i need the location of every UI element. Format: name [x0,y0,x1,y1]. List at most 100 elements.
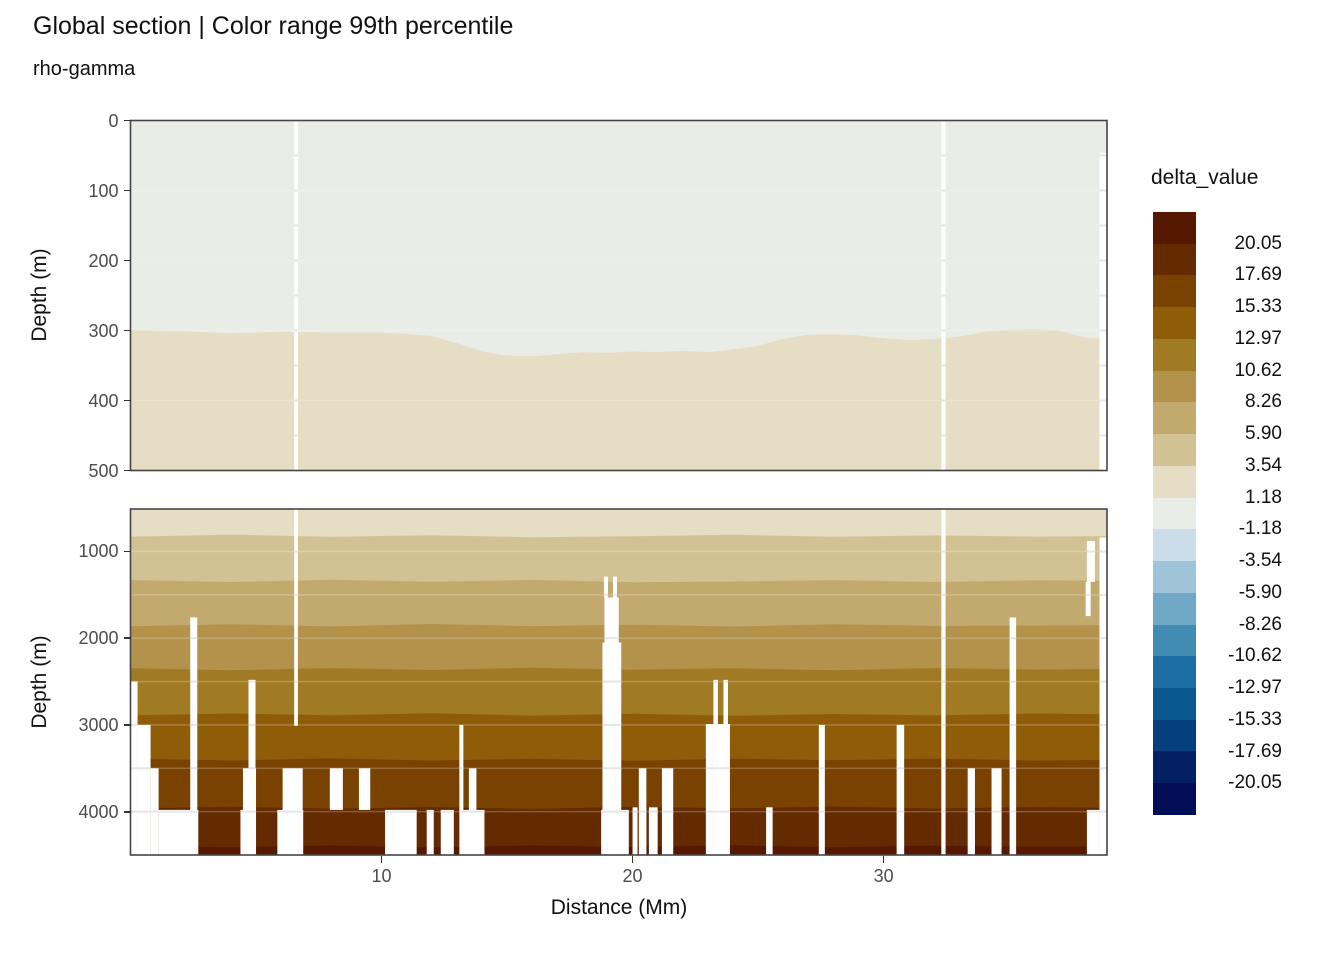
data-gap [385,809,417,855]
gap-gridline-4000 [385,810,417,813]
gap-gridline-1500 [941,593,946,596]
gap-gridline-300 [294,329,298,332]
gap-gridline-3500 [705,767,730,770]
legend-bin-label: 8.26 [1245,391,1282,413]
legend-bin-label: 5.90 [1245,423,1282,445]
chart-title: Global section | Color range 99th percen… [33,12,514,40]
gap-gridline-4000 [967,810,975,813]
gap-gridline-4000 [158,810,199,813]
gap-gridline-4000 [460,810,485,813]
y-tick-mark [123,637,131,640]
y-tick-label: 400 [88,390,119,411]
gap-gridline-4000 [1009,810,1017,813]
gap-gridline-4000 [818,810,825,813]
gap-gridline-1500 [294,593,298,596]
gap-gridline-3000 [131,723,138,726]
gap-gridline-2000 [294,637,298,640]
y-tick-label: 300 [88,320,119,341]
data-gap [1086,809,1100,855]
gap-gridline-1000 [1086,550,1095,553]
gap-gridline-1000 [1099,550,1107,553]
y-tick-mark [123,469,131,472]
gap-gridline-3500 [190,767,198,770]
x-tick-label: 30 [873,866,894,886]
gap-gridline-1000 [941,550,946,553]
overlay-gridline-100 [130,189,1107,192]
gap-gridline-350 [1099,364,1107,367]
data-gap [713,679,718,725]
gap-gridline-4000 [190,810,198,813]
data-gap [1099,537,1107,855]
gap-gridline-4000 [991,810,1002,813]
data-gap [612,576,617,598]
lower-panel-border [129,508,1108,856]
gap-gridline-100 [294,189,298,192]
overlay-gridline-400 [130,399,1107,402]
gap-gridline-3500 [896,767,905,770]
data-gap [602,642,622,855]
y-tick-label: 3000 [78,714,119,735]
legend-title: delta_value [1151,166,1259,189]
data-gap [603,576,608,598]
data-gap [358,768,371,810]
gap-gridline-200 [1099,259,1107,262]
legend-color-segment-7 [1153,434,1196,466]
legend-bin-label: 20.05 [1234,232,1282,254]
gap-gridline-3000 [941,723,946,726]
x-axis-title: Distance (Mm) [550,896,688,919]
gap-gridline-4000 [705,810,730,813]
data-gap [648,807,658,855]
gap-gridline-250 [1099,294,1107,297]
gap-gridline-4000 [601,810,629,813]
gap-gridline-2000 [1009,637,1017,640]
gap-gridline-150 [941,224,946,227]
gap-gridline-50 [941,154,946,157]
legend-color-segment-13 [1153,624,1196,657]
gap-gridline-4000 [137,810,151,813]
y-tick-label: 200 [88,250,119,271]
gap-gridline-4000 [150,810,159,813]
y-tick-mark [123,550,131,553]
data-gap [190,617,198,855]
gap-gridline-1500 [1099,593,1107,596]
data-gap [818,724,825,855]
gap-gridline-2500 [602,680,622,683]
legend-bin-label: 10.62 [1234,359,1282,381]
gap-gridline-2000 [604,637,619,640]
data-gap [1086,541,1095,582]
legend-color-segment-1 [1153,243,1196,276]
legend-bin-label: -17.69 [1228,740,1282,762]
legend-color-segment-3 [1153,307,1196,339]
gap-gridline-350 [941,364,946,367]
gap-gridline-2500 [190,680,198,683]
gap-gridline-4000 [1086,810,1100,813]
data-gap [601,809,629,855]
gap-gridline-2500 [1099,680,1107,683]
legend-color-segment-18 [1153,783,1196,815]
data-gap [896,724,905,855]
legend-color-segment-17 [1153,751,1196,784]
gap-gridline-4000 [440,810,454,813]
gap-gridline-2000 [190,637,198,640]
y-tick-mark [123,259,131,262]
legend-colorbar [1153,212,1196,815]
gap-gridline-50 [1099,154,1107,157]
gap-gridline-3500 [818,767,825,770]
y-tick-mark [123,810,131,813]
overlay-gridline-300 [130,329,1107,332]
data-gap [1009,617,1017,855]
gap-gridline-1500 [612,593,617,596]
x-tick-mark [631,855,634,863]
legend-color-segment-0 [1153,212,1196,244]
gap-gridline-450 [1099,434,1107,437]
legend-color-segment-4 [1153,338,1196,371]
gap-gridline-4000 [632,810,638,813]
gap-gridline-300 [941,329,946,332]
data-gap [632,807,638,855]
data-gap [460,809,485,855]
y-tick-label: 2000 [78,628,119,649]
legend-color-segment-15 [1153,688,1196,720]
